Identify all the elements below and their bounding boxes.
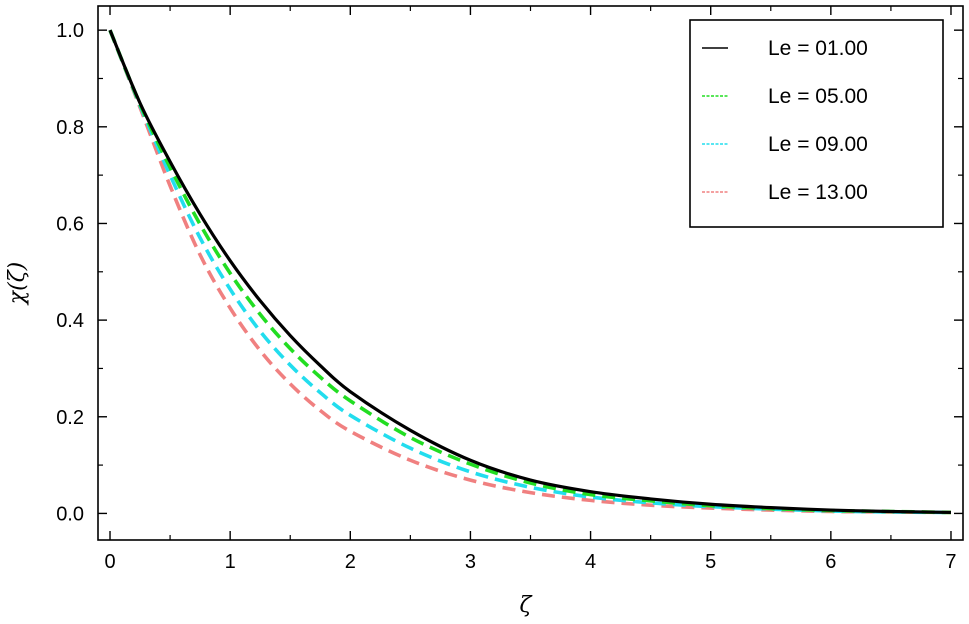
y-axis: 0.0 0.2 0.4 0.6 0.8 1.0 bbox=[56, 20, 963, 525]
legend-box bbox=[689, 19, 944, 228]
legend-label: Le = 09.00 bbox=[768, 133, 868, 156]
x-axis: 0 1 2 3 4 5 6 7 bbox=[104, 6, 957, 573]
series-line-2 bbox=[108, 29, 952, 515]
x-tick-label: 4 bbox=[585, 551, 596, 573]
x-tick-label: 5 bbox=[705, 551, 716, 573]
legend-label: Le = 01.00 bbox=[768, 37, 868, 60]
y-tick-label: 0.2 bbox=[56, 407, 84, 429]
y-axis-title: χ(ζ) bbox=[5, 262, 30, 306]
x-axis-title: ζ bbox=[520, 593, 534, 618]
x-tick-label: 0 bbox=[104, 551, 115, 573]
y-tick-label: 0.4 bbox=[56, 310, 84, 332]
series-lines bbox=[108, 29, 952, 515]
y-tick-label: 1.0 bbox=[56, 20, 84, 42]
legend-label: Le = 13.00 bbox=[768, 181, 868, 204]
series-line-0 bbox=[108, 29, 952, 515]
x-tick-label: 1 bbox=[225, 551, 236, 573]
y-tick-label: 0.0 bbox=[56, 503, 84, 525]
x-tick-label: 7 bbox=[945, 551, 956, 573]
x-tick-label: 2 bbox=[345, 551, 356, 573]
y-tick-label: 0.6 bbox=[56, 213, 84, 235]
y-tick-label: 0.8 bbox=[56, 117, 84, 139]
legend: Le = 01.00 Le = 05.00 Le = 09.00 Le = 13.00 bbox=[689, 19, 944, 228]
x-tick-label: 3 bbox=[465, 551, 476, 573]
x-tick-label: 6 bbox=[825, 551, 836, 573]
legend-label: Le = 05.00 bbox=[768, 85, 868, 108]
